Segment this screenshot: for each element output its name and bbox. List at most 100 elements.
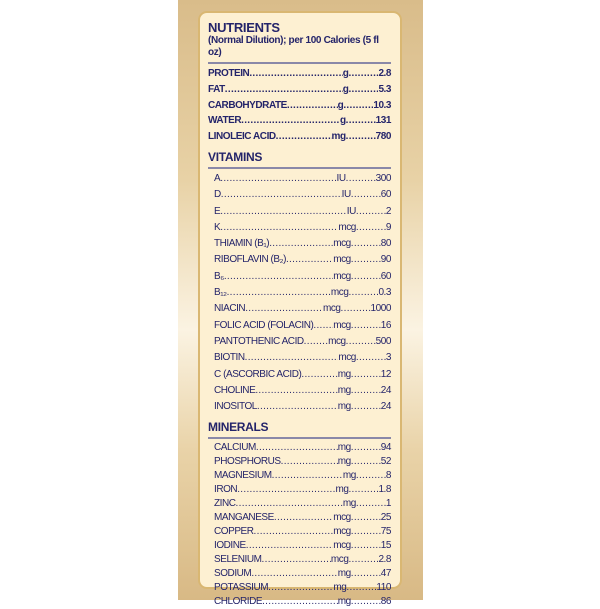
- leader-dots: [313, 318, 333, 334]
- nutrients-subtitle: (Normal Dilution); per 100 Calories (5 f…: [208, 35, 379, 58]
- nutrient-value: 500: [375, 335, 392, 347]
- nutrient-row: POTASSIUM mg 110: [208, 581, 391, 595]
- nutrient-row: INOSITOL mg 24: [208, 399, 391, 415]
- nutrient-name: SODIUM: [214, 568, 252, 580]
- nutrient-value: 94: [380, 442, 392, 454]
- leader-dots: [272, 469, 343, 483]
- leader-dots: [301, 367, 337, 383]
- nutrient-value: 9: [385, 221, 392, 233]
- nutrient-unit: mcg: [333, 319, 351, 331]
- nutrient-name: D: [214, 189, 221, 201]
- divider: [208, 437, 391, 440]
- nutrient-row: THIAMIN (B₁) mcg 80: [208, 236, 391, 252]
- nutrient-row: NIACIN mcg 1000: [208, 301, 391, 317]
- nutrient-value: 300: [375, 172, 392, 184]
- vitamins-list: A IU 300 D IU 60 E IU 2 Kmcg 9 THIAMIN (B₁) mcg 80 RIB…: [208, 171, 391, 415]
- nutrient-name: PANTOTHENIC ACID: [214, 335, 304, 347]
- leader-dots: [356, 497, 386, 511]
- nutrient-unit: mcg: [333, 526, 351, 538]
- divider: [208, 166, 391, 169]
- nutrient-value: 5.3: [378, 83, 391, 95]
- nutrient-unit: g: [342, 68, 349, 79]
- nutrient-value: 131: [375, 115, 392, 127]
- leader-dots: [245, 301, 323, 317]
- nutrient-unit: mcg: [338, 352, 356, 364]
- leader-dots: [262, 595, 338, 609]
- nutrient-value: 24: [380, 384, 392, 396]
- leader-dots: [286, 252, 333, 268]
- nutrient-unit: mcg: [338, 221, 356, 233]
- nutrient-value: 16: [380, 319, 392, 331]
- nutrient-unit: mg: [337, 368, 351, 380]
- leader-dots: [348, 66, 378, 82]
- nutrient-name: CHLORIDE: [214, 596, 263, 608]
- nutrient-value: 2: [385, 205, 392, 217]
- leader-dots: [356, 220, 386, 236]
- nutrient-row: ZINC mg 1: [208, 497, 391, 511]
- nutrient-row: COPPER mcg 75: [208, 525, 391, 539]
- nutrient-name: B₆: [214, 270, 224, 282]
- leader-dots: [351, 269, 381, 285]
- leader-dots: [281, 455, 338, 469]
- nutrient-unit: mcg: [333, 270, 351, 282]
- nutrient-row: E IU 2: [208, 204, 391, 220]
- leader-dots: [351, 525, 381, 539]
- nutrient-unit: mg: [335, 484, 349, 496]
- leader-dots: [236, 497, 343, 511]
- nutrient-row: MANGANESE mcg 25: [208, 511, 391, 525]
- leader-dots: [351, 455, 381, 469]
- leader-dots: [348, 82, 378, 98]
- nutrient-value: 2.8: [378, 554, 391, 566]
- nutrient-row: IODINE mcg 15: [208, 539, 391, 553]
- nutrient-row: Kmcg 9: [208, 220, 391, 236]
- leader-dots: [245, 350, 339, 366]
- leader-dots: [351, 511, 381, 525]
- nutrient-name: CARBOHYDRATE: [208, 99, 287, 111]
- nutrient-unit: IU: [346, 205, 357, 217]
- nutrient-value: 110: [376, 582, 391, 594]
- nutrition-panel: NUTRIENTS (Normal Dilution); per 100 Cal…: [198, 11, 402, 607]
- nutrient-row: PHOSPHORUS mg 52: [208, 455, 391, 469]
- leader-dots: [251, 567, 337, 581]
- leader-dots: [351, 383, 381, 399]
- leader-dots: [356, 469, 386, 483]
- leader-dots: [237, 483, 335, 497]
- leader-dots: [254, 525, 334, 539]
- leader-dots: [220, 171, 336, 187]
- nutrient-value: 90: [380, 254, 392, 266]
- nutrient-unit: mg: [337, 596, 351, 608]
- leader-dots: [304, 334, 328, 350]
- nutrient-value: 60: [380, 189, 392, 201]
- nutrient-unit: mcg: [333, 254, 351, 266]
- nutrient-name: WATER: [208, 115, 242, 127]
- nutrient-unit: mcg: [323, 303, 341, 315]
- nutrient-unit: mcg: [328, 335, 346, 347]
- leader-dots: [255, 383, 337, 399]
- leader-dots: [346, 581, 376, 595]
- nutrient-row: RIBOFLAVIN (B₂) mcg 90: [208, 252, 391, 268]
- nutrient-name: INOSITOL: [214, 401, 257, 413]
- nutrient-name: SELENIUM: [214, 554, 262, 566]
- minerals-title: MINERALS: [208, 420, 269, 435]
- nutrient-value: 780: [375, 131, 392, 143]
- leader-dots: [351, 236, 381, 252]
- nutrient-unit: g: [339, 115, 346, 127]
- leader-dots: [351, 567, 381, 581]
- leader-dots: [356, 350, 386, 366]
- nutrient-unit: g: [342, 83, 349, 95]
- nutrient-name: NIACIN: [214, 303, 246, 315]
- nutrient-name: CALCIUM: [214, 442, 256, 454]
- nutrient-unit: mcg: [333, 238, 351, 250]
- nutrient-unit: mcg: [333, 512, 351, 524]
- nutrient-value: 15: [380, 540, 392, 552]
- leader-dots: [246, 539, 333, 553]
- nutrient-name: POTASSIUM: [214, 582, 269, 594]
- nutrient-unit: mg: [337, 568, 351, 580]
- leader-dots: [356, 204, 386, 220]
- nutrient-value: 52: [380, 456, 392, 468]
- nutrient-name: MANGANESE: [214, 512, 274, 524]
- nutrient-name: FAT: [208, 83, 225, 95]
- nutrient-name: ZINC: [214, 498, 236, 510]
- leader-dots: [341, 301, 371, 317]
- leader-dots: [348, 285, 378, 301]
